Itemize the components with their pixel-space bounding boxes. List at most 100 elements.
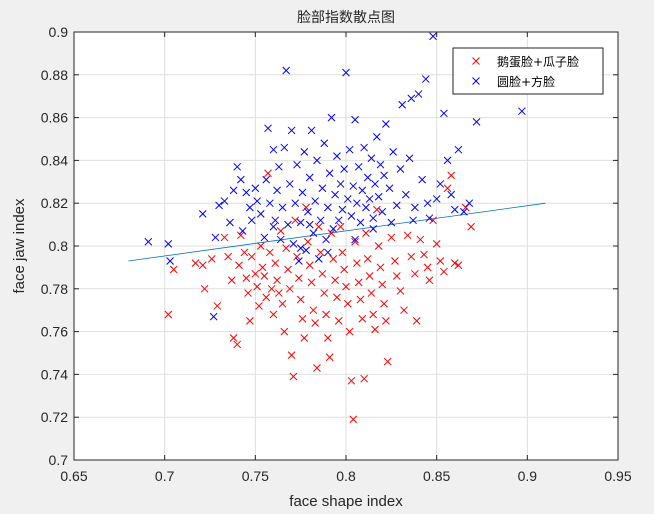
- marker-stroke: [369, 214, 378, 223]
- marker-stroke: [336, 180, 345, 188]
- marker-stroke: [353, 259, 361, 267]
- data-point: [331, 190, 339, 199]
- data-point: [247, 252, 256, 261]
- data-point: [405, 154, 414, 163]
- data-point: [240, 248, 249, 257]
- marker-stroke: [376, 160, 385, 169]
- marker-stroke: [443, 184, 452, 193]
- marker-stroke: [443, 156, 452, 165]
- marker-stroke: [472, 118, 481, 126]
- data-point: [269, 310, 278, 319]
- data-point: [387, 218, 396, 227]
- marker-stroke: [338, 205, 347, 214]
- data-point: [166, 257, 174, 265]
- marker-stroke: [213, 302, 222, 310]
- marker-stroke: [246, 203, 254, 212]
- data-point: [280, 143, 289, 152]
- marker-stroke: [296, 218, 305, 227]
- data-point: [284, 220, 292, 229]
- marker-stroke: [269, 145, 278, 154]
- data-point: [367, 289, 376, 297]
- marker-stroke: [356, 295, 365, 304]
- data-point: [275, 289, 283, 297]
- marker-stroke: [209, 312, 218, 321]
- data-point: [369, 225, 378, 233]
- data-point: [220, 233, 229, 242]
- data-point: [378, 280, 387, 289]
- chart-title: 脸部指数散点图: [297, 10, 395, 26]
- marker-stroke: [229, 186, 238, 195]
- marker-stroke: [307, 126, 316, 135]
- marker-stroke: [220, 197, 229, 205]
- data-point: [307, 126, 316, 135]
- data-point: [302, 246, 310, 255]
- marker-stroke: [382, 317, 390, 325]
- marker-stroke: [465, 199, 474, 208]
- data-point: [372, 205, 381, 214]
- marker-stroke: [236, 231, 245, 240]
- data-point: [380, 171, 388, 180]
- marker-stroke: [318, 269, 327, 278]
- data-point: [420, 250, 428, 259]
- data-point: [296, 295, 305, 304]
- marker-stroke: [271, 259, 280, 267]
- marker-stroke: [329, 254, 338, 263]
- legend-marker: [472, 57, 480, 65]
- data-point: [229, 334, 238, 342]
- data-point: [345, 327, 354, 336]
- data-point: [411, 203, 419, 212]
- data-point: [447, 190, 456, 199]
- marker-stroke: [392, 201, 401, 210]
- data-point: [300, 147, 309, 156]
- marker-stroke: [351, 115, 359, 124]
- marker-stroke: [287, 126, 296, 135]
- marker-stroke: [358, 186, 367, 195]
- data-point: [198, 261, 207, 270]
- data-point: [260, 272, 269, 280]
- data-point: [246, 317, 254, 325]
- marker-stroke: [300, 147, 309, 156]
- data-point: [382, 120, 390, 128]
- data-point: [314, 254, 323, 263]
- marker-stroke: [318, 184, 327, 193]
- marker-stroke: [450, 205, 459, 214]
- marker-stroke: [256, 242, 265, 250]
- data-point: [333, 293, 341, 302]
- y-tick-label: 0.84: [41, 152, 68, 168]
- marker-stroke: [215, 201, 223, 210]
- data-point: [318, 269, 327, 278]
- x-axis-label: face shape index: [289, 493, 403, 510]
- marker-stroke: [391, 257, 399, 265]
- marker-stroke: [369, 310, 378, 319]
- data-point: [191, 259, 200, 267]
- marker-stroke: [380, 299, 388, 308]
- marker-stroke: [262, 293, 271, 302]
- data-point: [247, 216, 256, 225]
- data-point: [294, 274, 303, 282]
- marker-stroke: [260, 233, 269, 242]
- data-point: [320, 139, 329, 148]
- marker-stroke: [298, 188, 307, 197]
- data-point: [280, 327, 289, 336]
- data-point: [363, 254, 372, 263]
- marker-stroke: [305, 261, 314, 270]
- marker-stroke: [423, 263, 432, 272]
- data-point: [220, 197, 229, 205]
- marker-stroke: [400, 306, 408, 315]
- marker-stroke: [242, 188, 251, 197]
- marker-stroke: [347, 376, 356, 385]
- marker-stroke: [275, 289, 283, 297]
- data-point: [409, 216, 417, 225]
- data-point: [329, 225, 338, 233]
- marker-stroke: [472, 57, 480, 65]
- marker-stroke: [324, 248, 332, 257]
- marker-stroke: [360, 143, 368, 152]
- marker-stroke: [378, 280, 387, 289]
- marker-stroke: [432, 195, 441, 203]
- data-point: [276, 227, 285, 235]
- data-point: [343, 299, 352, 308]
- marker-stroke: [340, 165, 349, 173]
- data-point: [403, 231, 412, 240]
- marker-stroke: [233, 340, 242, 349]
